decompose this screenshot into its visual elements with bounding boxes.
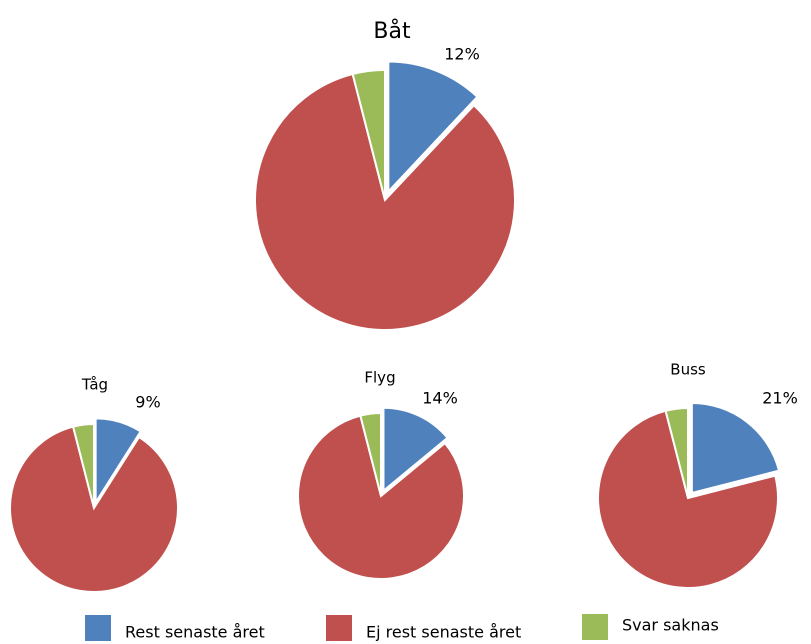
pie-slice — [94, 417, 143, 506]
pie-title: Flyg — [364, 369, 395, 387]
legend-label: Ej rest senaste året — [366, 623, 521, 642]
pie-slice — [9, 425, 179, 593]
legend-label: Rest senaste året — [125, 623, 265, 642]
pie-slice — [664, 406, 689, 499]
legend-swatch — [85, 615, 111, 641]
legend-label: Svar saknas — [622, 616, 719, 635]
pie-slice — [297, 414, 465, 580]
data-label: 12% — [444, 45, 480, 64]
data-label: 9% — [135, 393, 160, 412]
pie-title: Tåg — [81, 376, 108, 394]
pie-slice — [359, 411, 382, 497]
data-label: 21% — [762, 389, 798, 408]
pie-slice — [387, 60, 479, 195]
pie-slice — [690, 402, 781, 495]
pie-title: Buss — [670, 361, 706, 379]
pie-slice — [597, 409, 779, 589]
pie-slice — [382, 406, 449, 493]
pie-slice — [254, 72, 516, 331]
pie-title: Båt — [373, 18, 411, 44]
pie-slice — [71, 422, 95, 509]
data-label: 14% — [422, 389, 458, 408]
legend-swatch — [326, 615, 352, 641]
legend-swatch — [582, 614, 608, 640]
pie-slice — [351, 68, 386, 201]
